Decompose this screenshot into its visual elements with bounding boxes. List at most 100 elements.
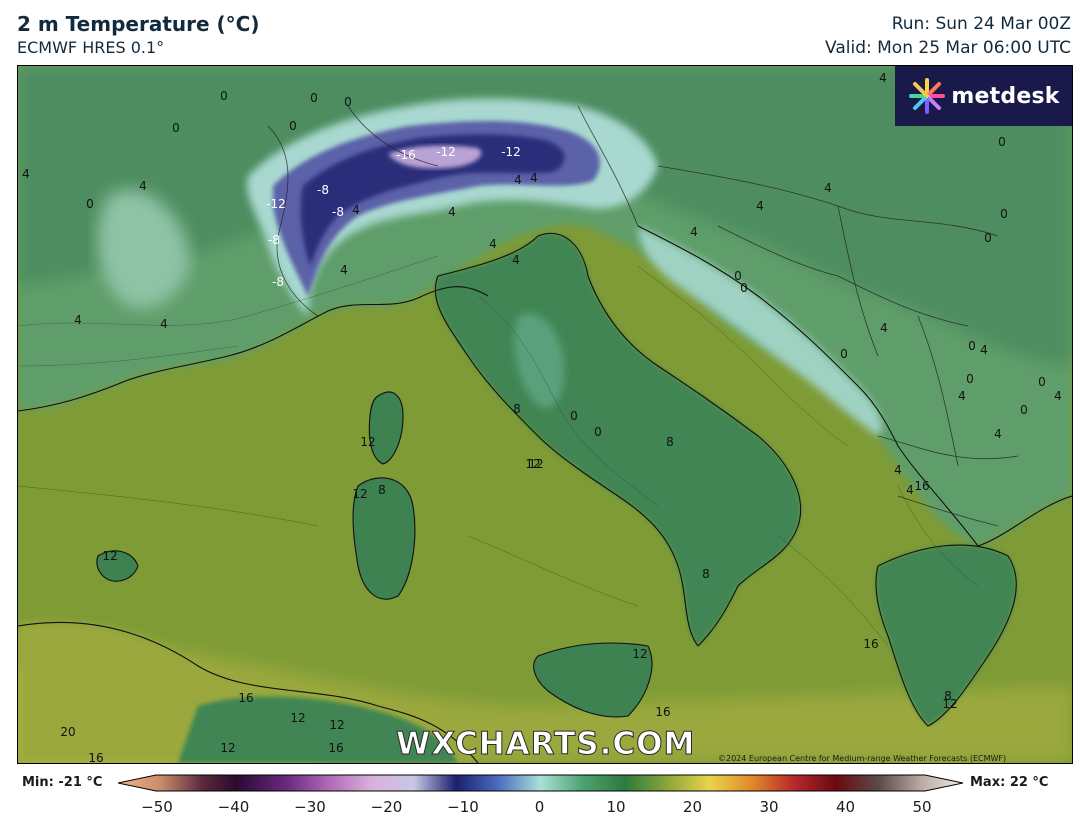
atlas-land (178, 696, 458, 763)
contour-label: 12 (352, 487, 368, 501)
model-label: ECMWF HRES 0.1° (17, 38, 165, 57)
contour-label: 12 (220, 741, 236, 755)
contour-label: -8 (272, 275, 284, 289)
greece-land (876, 545, 1017, 726)
contour-label: 0 (172, 121, 180, 135)
contour-label: 16 (914, 479, 930, 493)
contour-label: 4 (1054, 389, 1062, 403)
contour-label: -8 (268, 233, 280, 247)
contour-label: 8 (378, 483, 386, 497)
contour-label: 12 (360, 435, 376, 449)
contour-label: 12 (329, 718, 345, 732)
contour-label: 4 (352, 203, 360, 217)
coastlines (18, 225, 1072, 763)
alps-coldest (388, 145, 482, 169)
colorbar-tick-label: −30 (294, 798, 326, 816)
contour-label: 12 (632, 647, 648, 661)
contour-label: 4 (894, 463, 902, 477)
legend-min-label: Min: -21 °C (22, 775, 103, 790)
isolines (18, 255, 979, 647)
wxcharts-watermark: WXCHARTS.COM (395, 726, 696, 763)
temperature-map[interactable]: 0 0 0 4 0 0 4 4 0 -16 -12 -12 -8 -8 -12 -8 -8 4 4 4 4 4 4 0 0 4 4 4… (17, 65, 1073, 764)
contour-label: 16 (655, 705, 671, 719)
contour-label: 4 (139, 179, 147, 193)
land-interior (18, 66, 1072, 366)
colorbar-tick-label: 10 (606, 798, 626, 816)
borders (267, 105, 1019, 527)
colorbar-tick-label: 20 (682, 798, 703, 816)
contour-label: 12 (525, 457, 541, 471)
contour-label: 4 (160, 317, 168, 331)
alps-core (300, 134, 565, 266)
contour-label: -12 (266, 197, 286, 211)
apennine-cool (514, 313, 565, 408)
contour-label: 4 (514, 173, 522, 187)
metdesk-logo-text: metdesk (951, 83, 1060, 109)
colorbar-tick-label: 40 (835, 798, 856, 816)
contour-label: -12 (501, 145, 521, 159)
map-canvas (18, 66, 1072, 763)
contour-label: 16 (88, 751, 104, 764)
contour-label: 20 (60, 725, 76, 739)
contour-label: 0 (220, 89, 228, 103)
contour-label: 16 (238, 691, 254, 705)
contour-label: 0 (594, 425, 602, 439)
contour-label: 8 (944, 689, 952, 703)
contour-label: 4 (340, 263, 348, 277)
sicily-land (533, 643, 652, 717)
metdesk-burst-icon (907, 76, 947, 116)
contour-label: -12 (436, 145, 456, 159)
contour-label: 4 (489, 237, 497, 251)
contour-label: 4 (980, 343, 988, 357)
contour-label: 12 (528, 457, 544, 471)
contour-label: 8 (702, 567, 710, 581)
contour-label: 0 (740, 281, 748, 295)
contour-label: 4 (880, 321, 888, 335)
contour-label: 12 (102, 549, 118, 563)
valid-time: Valid: Mon 25 Mar 06:00 UTC (825, 38, 1071, 58)
contour-label: 4 (512, 253, 520, 267)
contour-label: 8 (666, 435, 674, 449)
contour-label: 0 (968, 339, 976, 353)
contour-label: 4 (22, 167, 30, 181)
dinaric-belt (638, 226, 882, 436)
contour-label: 4 (958, 389, 966, 403)
contour-label: 16 (328, 741, 344, 755)
colorbar (118, 774, 963, 792)
metdesk-logo[interactable]: metdesk (895, 66, 1072, 126)
contour-label: 4 (756, 199, 764, 213)
contour-label: 0 (570, 409, 578, 423)
contour-label: 0 (984, 231, 992, 245)
contour-label: 0 (998, 135, 1006, 149)
cool-patch-massif (97, 189, 190, 308)
contour-label: 12 (290, 711, 306, 725)
contour-label: 0 (840, 347, 848, 361)
colorbar-tick-label: −40 (217, 798, 250, 816)
copyright-notice: ©2024 European Centre for Medium-range W… (718, 754, 1007, 763)
contour-label: 4 (879, 71, 887, 85)
contour-label: 12 (942, 697, 958, 711)
contour-label: 0 (1038, 375, 1046, 389)
colorbar-tick-label: −20 (370, 798, 403, 816)
contour-label: 8 (513, 402, 521, 416)
contour-label: 4 (690, 225, 698, 239)
contour-label: 0 (966, 372, 974, 386)
contour-label: -16 (396, 148, 416, 162)
run-time: Run: Sun 24 Mar 00Z (891, 14, 1071, 34)
colorbar-tick-label: 30 (759, 798, 779, 816)
colorbar-ticks: −50 −40 −30 −20 −10 0 10 20 30 40 50 (0, 798, 1088, 820)
colorbar-tick-label: −50 (141, 798, 173, 816)
contour-label: 0 (344, 95, 352, 109)
contour-label: 0 (734, 269, 742, 283)
contour-label: 4 (994, 427, 1002, 441)
sardinia-land (353, 477, 415, 600)
contour-label: 4 (906, 483, 914, 497)
contour-label: 0 (1020, 403, 1028, 417)
contour-label: 4 (824, 181, 832, 195)
contour-label: 0 (86, 197, 94, 211)
contour-label: 0 (289, 119, 297, 133)
contour-label: -8 (332, 205, 344, 219)
contour-label: 0 (1000, 207, 1008, 221)
contour-label: 4 (448, 205, 456, 219)
colorbar-tick-label: −10 (447, 798, 479, 816)
